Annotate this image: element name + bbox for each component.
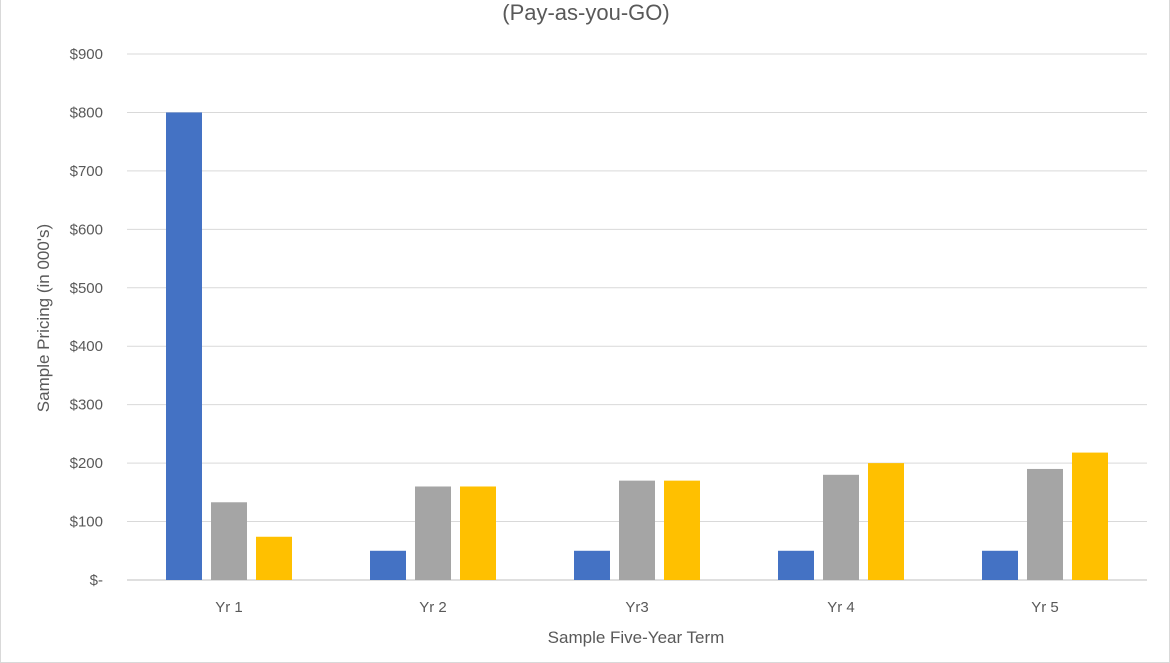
x-axis-ticks: Yr 1 Yr 2 Yr3 Yr 4 Yr 5 [215, 599, 1059, 616]
y-tick-label: $700 [70, 163, 103, 180]
bar-yr3-series-1 [574, 550, 610, 580]
x-tick-label: Yr 5 [1031, 599, 1059, 616]
bar-yr4-series-2 [823, 474, 859, 580]
y-axis-ticks: $- $100 $200 $300 $400 $500 $600 $700 $800 $900 [70, 46, 103, 589]
bar-yr1-series-2 [211, 502, 247, 580]
bar-yr5-series-3 [1072, 452, 1108, 580]
y-tick-label: $100 [70, 514, 103, 531]
bar-yr5-series-1 [982, 550, 1018, 580]
x-tick-label: Yr3 [625, 599, 648, 616]
gridlines [127, 53, 1147, 581]
y-tick-label: $600 [70, 221, 103, 238]
y-tick-label: $900 [70, 46, 103, 63]
chart-title: (Pay-as-you-GO) [502, 0, 669, 25]
x-tick-label: Yr 4 [827, 599, 855, 616]
y-tick-label: $500 [70, 280, 103, 297]
bar-yr2-series-2 [415, 486, 451, 580]
x-tick-label: Yr 2 [419, 599, 447, 616]
bar-yr2-series-3 [460, 486, 496, 580]
bar-yr3-series-3 [664, 480, 700, 580]
bar-yr5-series-2 [1027, 468, 1063, 580]
y-axis-label: Sample Pricing (in 000's) [34, 224, 53, 412]
bar-yr2-series-1 [370, 550, 406, 580]
bar-yr3-series-2 [619, 480, 655, 580]
bars [166, 112, 1108, 580]
bar-yr4-series-3 [868, 463, 904, 580]
y-tick-label: $800 [70, 104, 103, 121]
x-axis-label: Sample Five-Year Term [548, 628, 725, 647]
y-tick-label: $300 [70, 397, 103, 414]
y-tick-label: $400 [70, 338, 103, 355]
y-tick-label: $- [90, 572, 103, 589]
bar-yr1-series-3 [256, 536, 292, 580]
y-tick-label: $200 [70, 455, 103, 472]
x-tick-label: Yr 1 [215, 599, 243, 616]
bar-yr1-series-1 [166, 112, 202, 580]
bar-yr4-series-1 [778, 550, 814, 580]
